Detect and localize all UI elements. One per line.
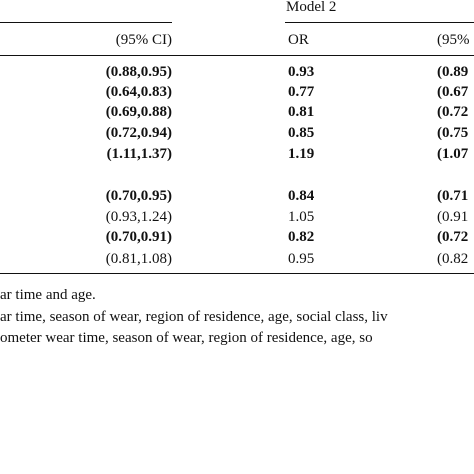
or-cell: 0.82 — [288, 229, 315, 245]
column-header: (95% — [437, 32, 470, 48]
ci-cell: (0.88,0.95) — [105, 64, 172, 80]
footnote: ar time and age. — [0, 287, 96, 303]
rule — [0, 22, 172, 23]
rule — [285, 22, 474, 23]
ci-cell: (0.71 — [437, 188, 469, 204]
ci-cell: (0.69,0.88) — [105, 104, 172, 120]
footnote: ar time, season of wear, region of resid… — [0, 308, 388, 325]
ci-cell: (0.91 — [437, 209, 469, 225]
ci-cell: (0.64,0.83) — [105, 84, 172, 100]
ci-cell: (0.67 — [437, 84, 469, 100]
ci-cell: (1.07 — [437, 146, 469, 162]
ci-cell: (0.89 — [437, 64, 469, 80]
ci-cell: (0.82 — [437, 251, 469, 267]
rule — [0, 273, 474, 274]
ci-cell: (0.93,1.24) — [105, 209, 172, 225]
ci-cell: (0.70,0.95) — [105, 188, 172, 204]
or-cell: 0.77 — [288, 84, 315, 100]
footnote: ometer wear time, season of wear, region… — [0, 330, 373, 346]
ci-cell: (1.11,1.37) — [106, 146, 172, 162]
column-header: OR — [288, 32, 309, 48]
or-cell: 0.84 — [288, 188, 315, 204]
or-cell: 1.19 — [288, 146, 315, 162]
rule — [0, 55, 474, 56]
ci-cell: (0.70,0.91) — [105, 229, 172, 245]
or-cell: 0.85 — [288, 125, 315, 141]
or-cell: 0.81 — [288, 104, 315, 120]
ci-cell: (0.72,0.94) — [105, 125, 172, 141]
group-header: Model 2 — [286, 0, 337, 15]
ci-cell: (0.72 — [437, 229, 469, 245]
ci-cell: (0.75 — [437, 125, 469, 141]
or-cell: 0.95 — [288, 251, 315, 267]
column-header: (95% CI) — [115, 32, 172, 48]
or-cell: 1.05 — [288, 209, 315, 225]
ci-cell: (0.72 — [437, 104, 469, 120]
ci-cell: (0.81,1.08) — [105, 251, 172, 267]
or-cell: 0.93 — [288, 64, 315, 80]
